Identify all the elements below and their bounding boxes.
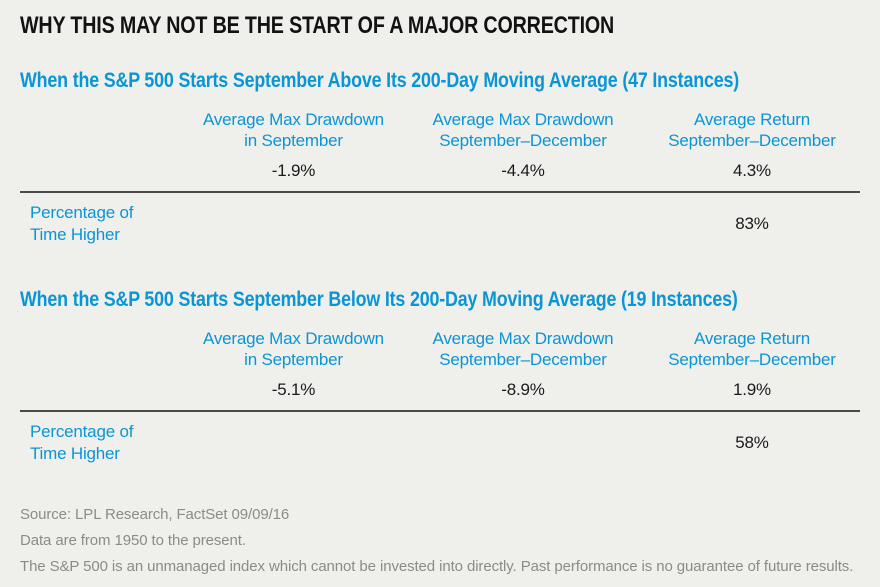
- section-heading-below: When the S&P 500 Starts September Below …: [20, 288, 860, 312]
- spacer-cell: [20, 328, 185, 370]
- table-values-row: -1.9% -4.4% 4.3%: [20, 161, 860, 181]
- value-max-drawdown-sep-dec: -8.9%: [501, 380, 545, 399]
- column-header-max-drawdown-september: Average Max Drawdown in September: [203, 110, 384, 150]
- column-header-max-drawdown-sep-dec: Average Max Drawdown September–December: [432, 110, 614, 150]
- column-header-max-drawdown-sep-dec: Average Max Drawdown September–December: [432, 329, 614, 369]
- value-avg-return-sep-dec: 4.3%: [733, 161, 771, 180]
- data-range-line: Data are from 1950 to the present.: [20, 532, 246, 549]
- section-heading-above: When the S&P 500 Starts September Above …: [20, 69, 860, 93]
- row-label-percentage-time-higher: Percentage of Time Higher: [30, 422, 134, 463]
- value-percentage-time-higher: 83%: [735, 214, 769, 233]
- table-header-row: Average Max Drawdown in September Averag…: [20, 328, 860, 370]
- section-heading-below-text: When the S&P 500 Starts September Below …: [20, 288, 738, 311]
- table-values-row: -5.1% -8.9% 1.9%: [20, 380, 860, 400]
- value-max-drawdown-september: -5.1%: [271, 380, 316, 399]
- value-max-drawdown-september: -1.9%: [271, 161, 316, 180]
- value-percentage-time-higher: 58%: [735, 433, 769, 452]
- column-header-max-drawdown-september: Average Max Drawdown in September: [203, 329, 384, 369]
- section-heading-above-text: When the S&P 500 Starts September Above …: [20, 69, 739, 92]
- section-above-200dma: When the S&P 500 Starts September Above …: [20, 69, 860, 246]
- source-line: Source: LPL Research, FactSet 09/09/16: [20, 506, 290, 523]
- page-title-text: WHY THIS MAY NOT BE THE START OF A MAJOR…: [20, 12, 615, 39]
- value-max-drawdown-sep-dec: -4.4%: [501, 161, 545, 180]
- column-header-avg-return-sep-dec: Average Return September–December: [668, 110, 836, 150]
- value-avg-return-sep-dec: 1.9%: [733, 380, 771, 399]
- column-header-avg-return-sep-dec: Average Return September–December: [668, 329, 836, 369]
- percentage-time-higher-row: Percentage of Time Higher 83%: [20, 191, 860, 246]
- row-label-percentage-time-higher: Percentage of Time Higher: [30, 203, 134, 244]
- table-header-row: Average Max Drawdown in September Averag…: [20, 109, 860, 151]
- spacer-cell: [20, 109, 185, 151]
- percentage-time-higher-row: Percentage of Time Higher 58%: [20, 410, 860, 465]
- disclaimer-line: The S&P 500 is an unmanaged index which …: [20, 558, 854, 575]
- footer-disclosures: Source: LPL Research, FactSet 09/09/16 D…: [20, 502, 860, 580]
- page-title: WHY THIS MAY NOT BE THE START OF A MAJOR…: [20, 13, 860, 38]
- section-below-200dma: When the S&P 500 Starts September Below …: [20, 288, 860, 465]
- spacer-cell: [20, 380, 185, 400]
- chart-figure: WHY THIS MAY NOT BE THE START OF A MAJOR…: [0, 13, 880, 580]
- spacer-cell: [20, 161, 185, 181]
